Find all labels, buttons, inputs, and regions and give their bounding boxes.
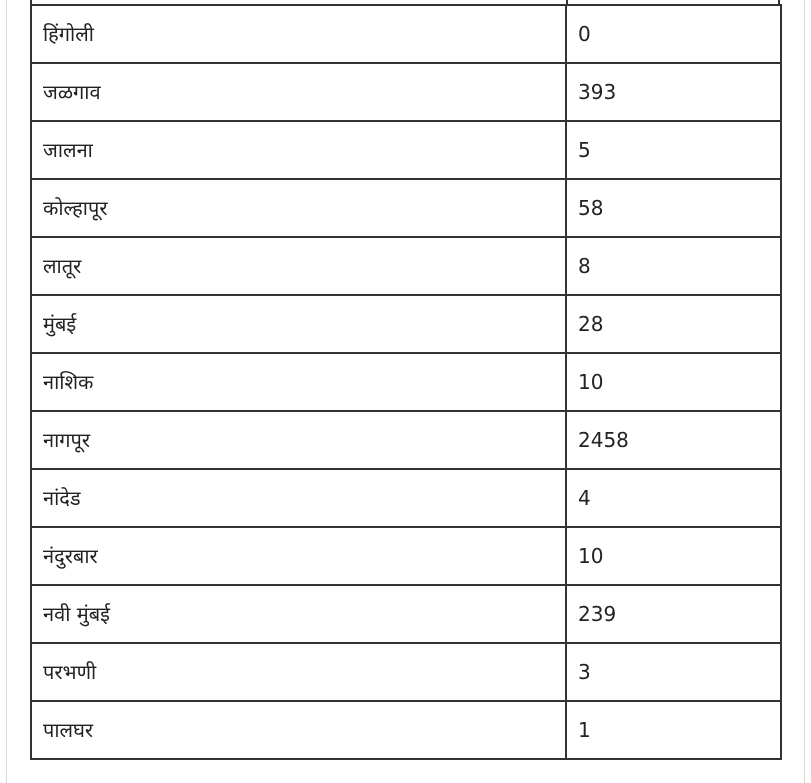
count-cell: 8 (565, 236, 782, 296)
table-row: नवी मुंबई 239 (30, 584, 782, 644)
count-cell: 3 (565, 642, 782, 702)
table-row: नाशिक 10 (30, 352, 782, 412)
count-cell: 2458 (565, 410, 782, 470)
district-name-cell: नाशिक (30, 352, 567, 412)
count-cell: 10 (565, 352, 782, 412)
table-row: नांदेड 4 (30, 468, 782, 528)
district-name-cell: जळगाव (30, 62, 567, 122)
district-name-cell: नवी मुंबई (30, 584, 567, 644)
count-cell: 393 (565, 62, 782, 122)
table-row: जळगाव 393 (30, 62, 782, 122)
count-cell: 239 (565, 584, 782, 644)
district-name-cell: जालना (30, 120, 567, 180)
table-top-edge (30, 0, 780, 6)
table-row: नंदुरबार 10 (30, 526, 782, 586)
count-cell: 5 (565, 120, 782, 180)
district-name-cell: परभणी (30, 642, 567, 702)
district-name-cell: हिंगोली (30, 4, 567, 64)
table-row: पालघर 1 (30, 700, 782, 760)
column-divider (566, 0, 568, 6)
table-row: हिंगोली 0 (30, 4, 782, 64)
count-cell: 58 (565, 178, 782, 238)
district-table: हिंगोली 0 जळगाव 393 जालना 5 कोल्हापूर 58… (30, 4, 782, 760)
table-row: लातूर 8 (30, 236, 782, 296)
district-name-cell: नंदुरबार (30, 526, 567, 586)
district-name-cell: कोल्हापूर (30, 178, 567, 238)
count-cell: 0 (565, 4, 782, 64)
count-cell: 28 (565, 294, 782, 354)
district-name-cell: लातूर (30, 236, 567, 296)
district-name-cell: नांदेड (30, 468, 567, 528)
table-row: जालना 5 (30, 120, 782, 180)
count-cell: 1 (565, 700, 782, 760)
district-name-cell: मुंबई (30, 294, 567, 354)
district-table-container: हिंगोली 0 जळगाव 393 जालना 5 कोल्हापूर 58… (30, 4, 782, 760)
district-name-cell: पालघर (30, 700, 567, 760)
count-cell: 4 (565, 468, 782, 528)
table-row: मुंबई 28 (30, 294, 782, 354)
table-row: परभणी 3 (30, 642, 782, 702)
count-cell: 10 (565, 526, 782, 586)
district-name-cell: नागपूर (30, 410, 567, 470)
table-row: नागपूर 2458 (30, 410, 782, 470)
table-row: कोल्हापूर 58 (30, 178, 782, 238)
